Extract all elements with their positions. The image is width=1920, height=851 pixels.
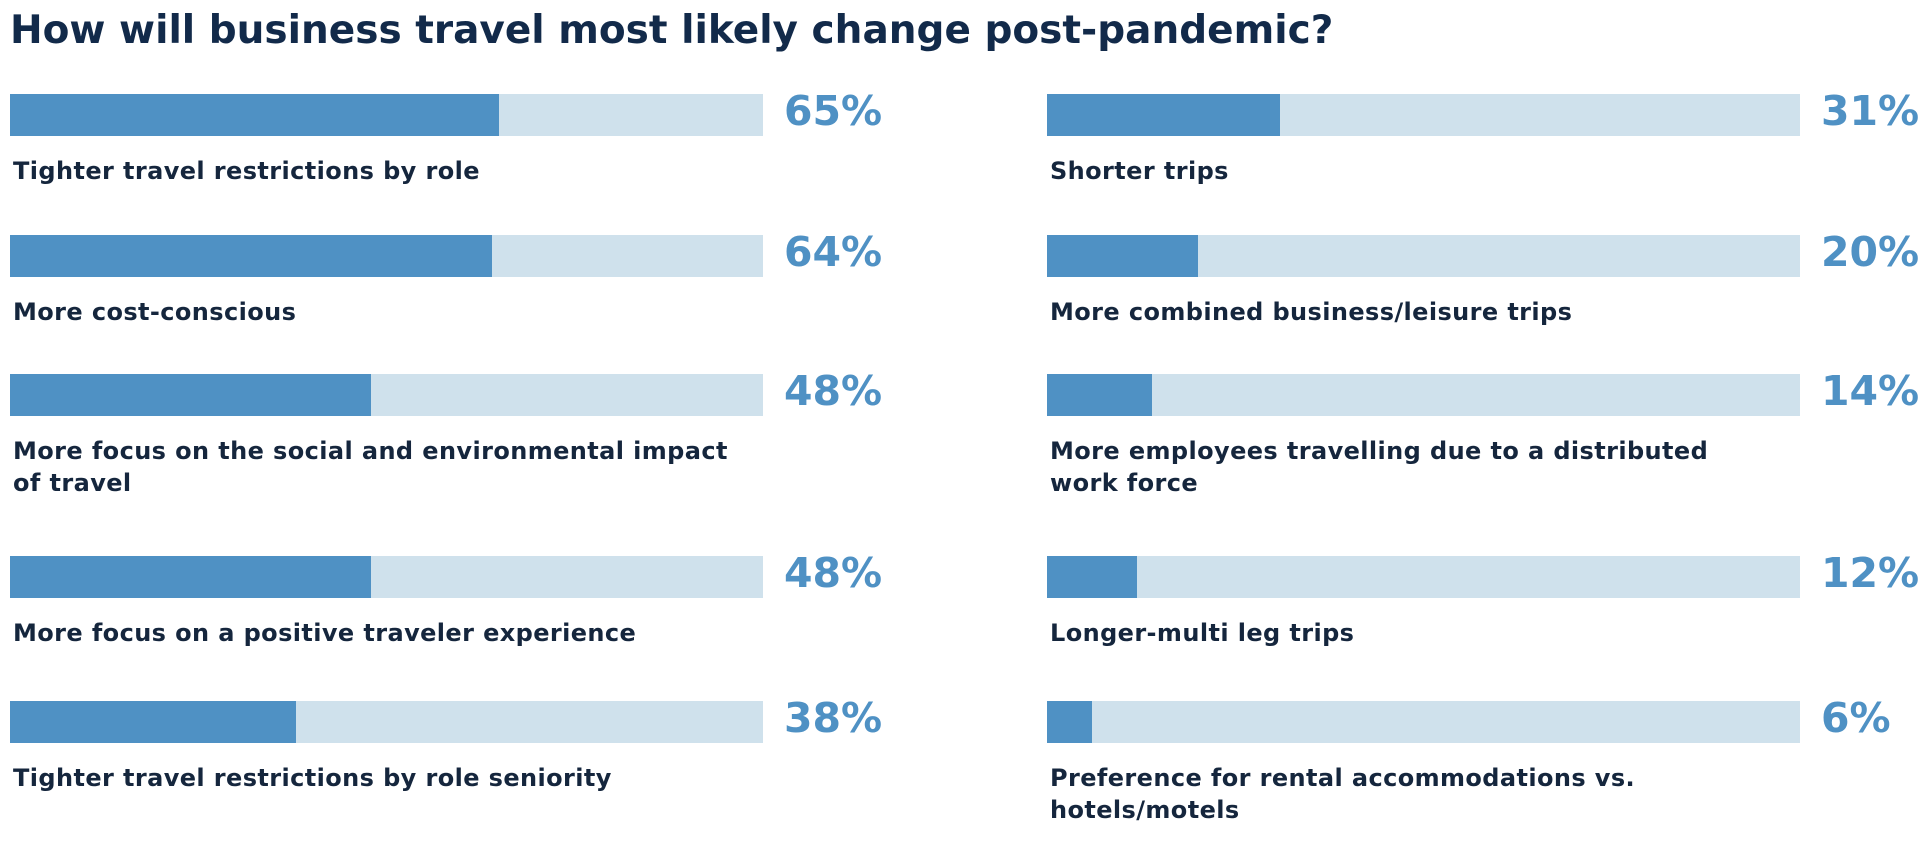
bar-track (10, 701, 763, 743)
chart-title: How will business travel most likely cha… (10, 8, 1334, 53)
bar-track (1047, 235, 1800, 277)
bar-track (1047, 556, 1800, 598)
bar-value-label: 14% (1821, 367, 1920, 415)
bar-item: 14% More employees travelling due to a di… (1047, 367, 1920, 524)
bar-track (1047, 374, 1800, 416)
bar-category-label: More combined business/leisure trips (1050, 298, 1573, 326)
bar-value-label: 64% (784, 228, 883, 276)
bar-track (1047, 701, 1800, 743)
bar-fill (10, 701, 297, 743)
bar-fill (10, 235, 492, 277)
bar-value-label: 65% (784, 87, 883, 135)
bar-category-label: More focus on the social and environment… (13, 437, 728, 497)
bar-category-label: More focus on a positive traveler experi… (13, 619, 637, 647)
bar-item: 48% More focus on the social and environm… (10, 367, 970, 524)
bar-track (10, 94, 763, 136)
bar-value-label: 20% (1821, 228, 1920, 276)
bar-track (10, 556, 763, 598)
bar-value-label: 31% (1821, 87, 1920, 135)
bar-fill (1047, 235, 1198, 277)
bar-track (1047, 94, 1800, 136)
bar-category-label: Tighter travel restrictions by role seni… (13, 764, 612, 792)
bar-track (10, 235, 763, 277)
bar-category-label: Preference for rental accommodations vs.… (1050, 764, 1636, 824)
bar-track (10, 374, 763, 416)
bar-item: 38% Tighter travel restrictions by role s… (10, 694, 970, 851)
bar-category-label: More cost-conscious (13, 298, 297, 326)
bar-fill (10, 374, 372, 416)
bar-item: 64% More cost-conscious (10, 228, 970, 385)
bar-fill (1047, 701, 1093, 743)
bar-fill (10, 556, 372, 598)
bar-item: 6% Preference for rental accommodations v… (1047, 694, 1920, 851)
bar-value-label: 38% (784, 694, 883, 742)
bar-fill (1047, 94, 1281, 136)
bar-fill (10, 94, 500, 136)
bar-item: 48% More focus on a positive traveler exp… (10, 549, 970, 706)
bar-category-label: Longer-multi leg trips (1050, 619, 1355, 647)
bar-item: 20% More combined business/leisure trips (1047, 228, 1920, 385)
bar-category-label: Shorter trips (1050, 157, 1229, 185)
bar-value-label: 48% (784, 549, 883, 597)
bar-fill (1047, 374, 1153, 416)
bar-category-label: Tighter travel restrictions by role (13, 157, 480, 185)
bar-item: 31% Shorter trips (1047, 87, 1920, 244)
bar-item: 65% Tighter travel restrictions by role (10, 87, 970, 244)
bar-fill (1047, 556, 1138, 598)
bar-value-label: 48% (784, 367, 883, 415)
bar-value-label: 12% (1821, 549, 1920, 597)
bar-category-label: More employees travelling due to a distr… (1050, 437, 1709, 497)
bar-item: 12% Longer-multi leg trips (1047, 549, 1920, 706)
bar-value-label: 6% (1821, 694, 1891, 742)
